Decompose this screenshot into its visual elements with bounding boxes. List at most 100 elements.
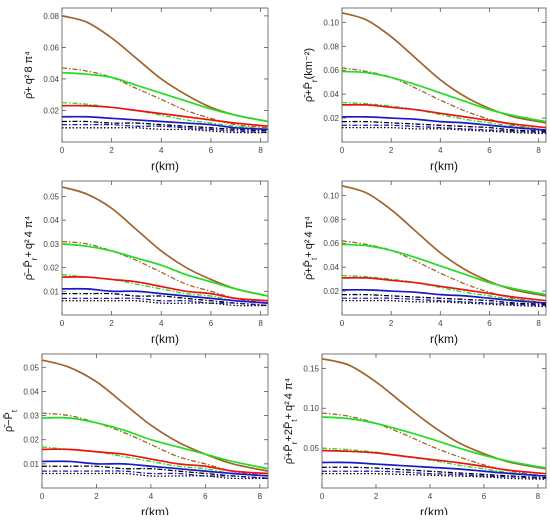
- x-axis-label: r(km): [430, 159, 458, 173]
- series-line-5: [61, 104, 269, 128]
- series-line-8: [341, 124, 547, 134]
- y-axis-label-part: ρ̄−P̄: [2, 412, 15, 432]
- series-line-2: [61, 67, 269, 129]
- series-line-7: [341, 120, 547, 132]
- chart-panel-2: 0 2 4 6 8 0.02 0.04 0.06 0.08 0.10 r(km) ρ̄+P̄r(km⁻…: [302, 7, 547, 173]
- series-line-5: [41, 448, 269, 475]
- x-tick-label: 6: [209, 146, 214, 155]
- y-tick-label: 0.02: [23, 436, 39, 445]
- y-axis-label-part: t: [290, 419, 299, 422]
- y-axis-label-part: +: [23, 251, 35, 257]
- series-line-3: [41, 416, 269, 470]
- series-line-5: [341, 276, 547, 302]
- y-axis-label-part: +: [283, 413, 295, 419]
- y-axis-label-part: ρ̄+P̄: [302, 82, 315, 102]
- y-axis-label-part: 4 π⁴: [23, 216, 35, 238]
- x-tick-label: 0: [320, 492, 325, 501]
- chart-panel-4: 0 2 4 6 8 0.02 0.04 0.06 0.08 0.10 r(km) ρ̄+P̄t+ q²4…: [302, 180, 547, 346]
- y-tick-label: 0.01: [43, 287, 59, 296]
- series-line-5: [321, 449, 547, 475]
- y-tick-label: 0.02: [323, 287, 339, 296]
- x-tick-label: 6: [203, 492, 208, 501]
- x-tick-label: 6: [482, 492, 487, 501]
- y-tick-label: 0.05: [43, 192, 59, 201]
- y-tick-label: 0.04: [323, 263, 339, 272]
- y-tick-label: 0.01: [23, 460, 39, 469]
- series-line-6: [341, 288, 547, 304]
- series-line-8: [342, 297, 547, 307]
- y-axis-label-part: +2P̄: [282, 422, 295, 442]
- series-line-8: [61, 123, 269, 134]
- series-line-2: [321, 412, 547, 477]
- series-line-3: [61, 71, 269, 123]
- series-line-3: [321, 416, 547, 469]
- y-axis-label: ρ̄−P̄r+ q²4 π⁴: [22, 216, 38, 281]
- y-tick-label: 0.08: [43, 12, 59, 21]
- series-line-7: [341, 293, 547, 305]
- x-tick-label: 0: [40, 492, 45, 501]
- y-tick-label: 0.02: [323, 114, 339, 123]
- plot-frame: [61, 180, 269, 316]
- y-axis-label: ρ̄+P̄r(km⁻²): [302, 48, 318, 102]
- plot-frame: [341, 180, 547, 316]
- y-axis-label-part: r: [290, 441, 299, 444]
- y-tick-label: 0.05: [23, 363, 39, 372]
- plot-frame: [61, 7, 269, 143]
- y-axis-label-part: 4 π⁴: [283, 377, 295, 399]
- y-axis-label-part: ρ̄+P̄: [282, 444, 295, 464]
- x-axis-label: r(km): [151, 332, 179, 346]
- y-tick-label: 0.06: [43, 43, 59, 52]
- x-tick-label: 4: [428, 492, 433, 501]
- y-tick-label: 0.15: [303, 364, 319, 373]
- series-line-9: [62, 299, 269, 307]
- series-line-6: [41, 460, 269, 477]
- y-tick-label: 0.04: [323, 90, 339, 99]
- y-tick-label: 0.02: [43, 264, 59, 273]
- chart-panel-3: 0 2 4 6 8 0.01 0.02 0.03 0.04 0.05 r(km) ρ̄−P̄r+ q²4…: [22, 180, 269, 346]
- y-tick-label: 0.06: [323, 239, 339, 248]
- series-line-8: [41, 470, 269, 479]
- y-axis-label-part: r: [310, 79, 319, 82]
- x-tick-label: 6: [487, 319, 492, 328]
- series-line-3: [341, 243, 547, 296]
- series-line-5: [341, 103, 547, 129]
- series-line-1: [341, 184, 547, 297]
- y-axis-label-part: q²: [23, 74, 35, 84]
- y-tick-label: 0.02: [43, 106, 59, 115]
- x-axis-label: r(km): [151, 159, 179, 173]
- y-axis-label-part: t: [310, 257, 319, 260]
- y-axis-label-part: +: [303, 251, 315, 257]
- x-tick-label: 4: [149, 492, 154, 501]
- y-axis-label-part: r: [30, 257, 39, 260]
- y-tick-label: 0.08: [323, 215, 339, 224]
- x-tick-label: 2: [389, 146, 394, 155]
- series-line-6: [341, 115, 547, 131]
- plot-frame: [41, 353, 269, 489]
- x-axis-label: r(km): [430, 332, 458, 346]
- x-axis-label: r(km): [420, 505, 448, 515]
- plot-frame: [341, 7, 547, 143]
- x-tick-label: 0: [340, 319, 345, 328]
- x-tick-label: 2: [109, 146, 114, 155]
- y-axis-label: ρ̄+P̄t+ q²4 π⁴: [302, 216, 318, 280]
- series-line-8: [61, 297, 269, 307]
- y-tick-label: 0.03: [43, 240, 59, 249]
- y-tick-label: 0.10: [303, 404, 319, 413]
- x-tick-label: 2: [389, 319, 394, 328]
- series-line-9: [341, 299, 547, 308]
- series-line-3: [61, 243, 269, 297]
- x-tick-label: 8: [536, 492, 541, 501]
- x-tick-label: 2: [109, 319, 114, 328]
- y-tick-label: 0.10: [323, 191, 339, 200]
- x-tick-label: 4: [159, 319, 164, 328]
- series-line-4: [61, 101, 269, 131]
- x-tick-label: 4: [159, 146, 164, 155]
- y-tick-label: 0.04: [43, 75, 59, 84]
- x-tick-label: 0: [340, 146, 345, 155]
- series-line-7: [321, 466, 547, 479]
- series-line-8: [321, 470, 547, 480]
- x-tick-label: 4: [438, 146, 443, 155]
- y-axis-label-part: q²: [23, 239, 35, 249]
- x-tick-label: 0: [60, 146, 65, 155]
